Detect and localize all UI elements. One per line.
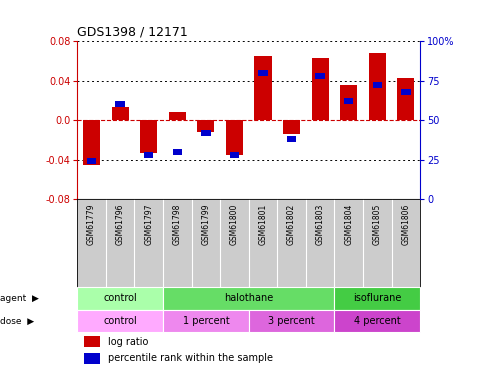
Bar (398, 78, 414, 120)
Bar (369, 53, 386, 120)
Bar (87, 158, 96, 164)
Bar (140, 120, 157, 153)
Bar (340, 85, 357, 120)
Bar (401, 89, 411, 95)
Text: GSM61801: GSM61801 (258, 204, 268, 245)
Text: halothane: halothane (224, 293, 273, 303)
Text: GSM61798: GSM61798 (173, 204, 182, 245)
Bar (112, 107, 128, 120)
Text: 1 percent: 1 percent (183, 316, 229, 326)
Bar (144, 152, 154, 158)
Bar (230, 152, 239, 158)
Bar (258, 70, 268, 76)
FancyBboxPatch shape (249, 310, 334, 332)
Bar (344, 98, 354, 104)
Text: GSM61805: GSM61805 (373, 204, 382, 245)
Text: log ratio: log ratio (108, 336, 148, 346)
Text: GSM61796: GSM61796 (115, 204, 125, 245)
FancyBboxPatch shape (77, 287, 163, 310)
Bar (172, 149, 182, 155)
Text: GSM61802: GSM61802 (287, 204, 296, 245)
Bar (372, 82, 382, 88)
Text: GSM61779: GSM61779 (87, 204, 96, 245)
FancyBboxPatch shape (163, 287, 334, 310)
FancyBboxPatch shape (163, 310, 249, 332)
Text: GSM61800: GSM61800 (230, 204, 239, 245)
Text: GDS1398 / 12171: GDS1398 / 12171 (77, 26, 188, 39)
Text: percentile rank within the sample: percentile rank within the sample (108, 353, 273, 363)
Bar (287, 136, 297, 142)
FancyBboxPatch shape (77, 310, 163, 332)
Text: dose  ▶: dose ▶ (0, 316, 35, 326)
Text: control: control (103, 316, 137, 326)
Text: control: control (103, 293, 137, 303)
Text: agent  ▶: agent ▶ (0, 294, 39, 303)
FancyBboxPatch shape (334, 310, 420, 332)
Bar (198, 120, 214, 132)
Text: GSM61797: GSM61797 (144, 204, 153, 245)
Bar (84, 353, 99, 364)
Bar (201, 130, 211, 136)
Bar (83, 120, 100, 165)
Text: isoflurane: isoflurane (353, 293, 401, 303)
Bar (169, 112, 186, 120)
Bar (255, 56, 271, 120)
FancyBboxPatch shape (334, 287, 420, 310)
Text: GSM61804: GSM61804 (344, 204, 353, 245)
Bar (315, 73, 325, 79)
Bar (226, 120, 243, 155)
Text: 4 percent: 4 percent (354, 316, 401, 326)
Text: GSM61806: GSM61806 (401, 204, 411, 245)
Text: GSM61803: GSM61803 (316, 204, 325, 245)
Bar (312, 58, 329, 120)
Bar (84, 336, 99, 347)
Text: 3 percent: 3 percent (268, 316, 315, 326)
Bar (115, 101, 125, 107)
Text: GSM61799: GSM61799 (201, 204, 211, 245)
Bar (283, 120, 300, 134)
